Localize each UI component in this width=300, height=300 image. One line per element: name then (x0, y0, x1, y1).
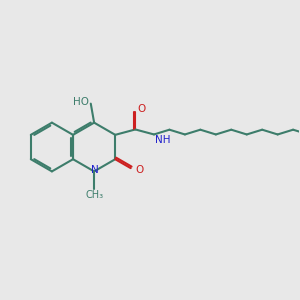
Text: NH: NH (154, 135, 170, 145)
Text: CH₃: CH₃ (85, 190, 103, 200)
Text: O: O (135, 165, 143, 175)
Text: HO: HO (73, 97, 89, 107)
Text: N: N (92, 165, 99, 175)
Text: O: O (138, 104, 146, 114)
